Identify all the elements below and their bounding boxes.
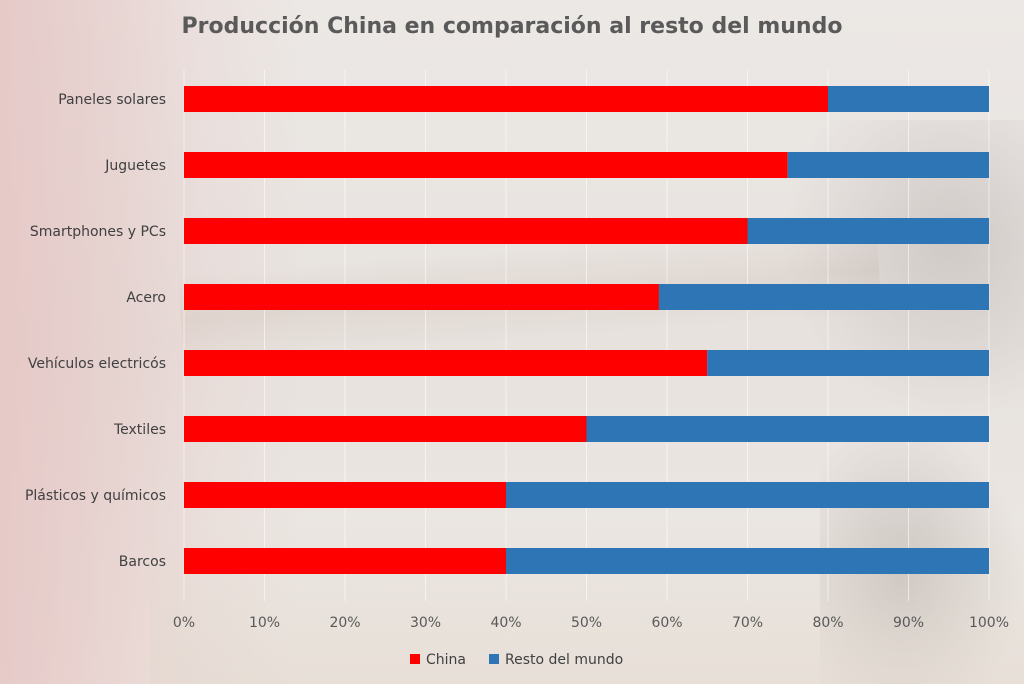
x-tick-label: 100% (969, 615, 1009, 631)
x-tick-label: 30% (410, 615, 441, 631)
x-tick-label: 60% (651, 615, 682, 631)
bar-china (184, 218, 748, 244)
x-tick-label: 20% (329, 615, 360, 631)
category-label: Paneles solares (58, 92, 166, 108)
legend-swatch (410, 654, 420, 664)
bar-resto-del-mundo (506, 482, 989, 508)
bar-china (184, 284, 659, 310)
bar-china (184, 86, 828, 112)
x-tick-label: 40% (490, 615, 521, 631)
category-label: Textiles (113, 422, 166, 438)
bar-resto-del-mundo (747, 218, 989, 244)
bars (184, 86, 989, 574)
legend-swatch (489, 654, 499, 664)
gridlines (183, 70, 990, 601)
x-tick-label: 0% (173, 615, 195, 631)
category-label: Barcos (119, 554, 166, 570)
bar-china (184, 416, 587, 442)
bar-china (184, 548, 506, 574)
x-tick-label: 70% (732, 615, 763, 631)
bar-china (184, 482, 506, 508)
bar-resto-del-mundo (828, 86, 989, 112)
legend-label: Resto del mundo (505, 652, 623, 668)
x-tick-label: 10% (249, 615, 280, 631)
x-tick-label: 90% (893, 615, 924, 631)
x-tick-label: 50% (571, 615, 602, 631)
bar-china (184, 152, 788, 178)
category-label: Acero (126, 290, 166, 306)
category-label: Plásticos y químicos (25, 488, 166, 504)
x-tick-label: 80% (812, 615, 843, 631)
chart-title: Producción China en comparación al resto… (181, 14, 843, 39)
category-label: Smartphones y PCs (30, 224, 166, 240)
bar-resto-del-mundo (658, 284, 989, 310)
category-label: Juguetes (104, 158, 166, 174)
bar-resto-del-mundo (787, 152, 989, 178)
bar-resto-del-mundo (506, 548, 989, 574)
bar-resto-del-mundo (586, 416, 989, 442)
category-label: Vehículos electricós (28, 356, 166, 372)
legend: China Resto del mundo (410, 652, 623, 668)
bar-china (184, 350, 708, 376)
legend-label: China (426, 652, 466, 668)
bar-resto-del-mundo (707, 350, 989, 376)
